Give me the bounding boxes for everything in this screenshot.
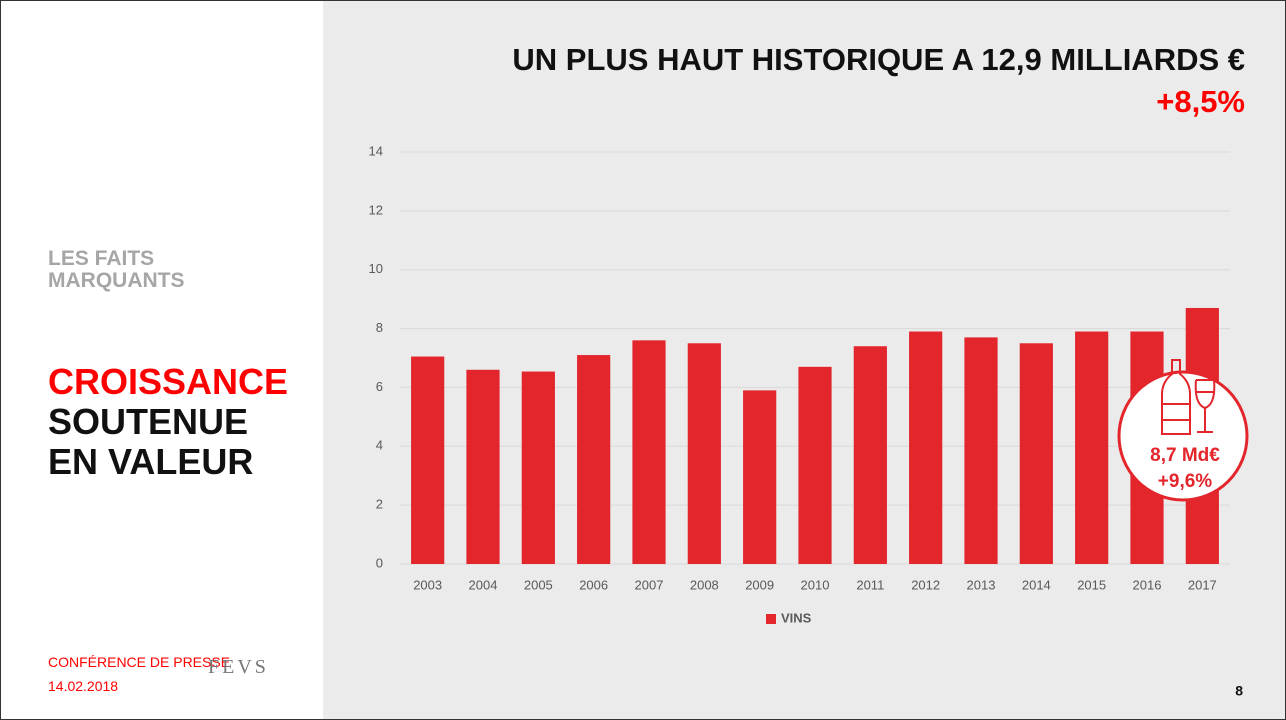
x-tick-label: 2009 bbox=[745, 577, 774, 592]
annotation: 8,7 Md€ bbox=[1150, 445, 1220, 466]
x-tick-label: 2014 bbox=[1022, 577, 1051, 592]
bar bbox=[909, 331, 943, 564]
headline-line: SOUTENUE bbox=[48, 401, 249, 442]
annotation-badge: 8,7 Md€ +9,6% bbox=[1117, 359, 1249, 502]
chart-subtitle: +8,5% bbox=[1156, 84, 1245, 119]
x-tick-label: 2015 bbox=[1077, 577, 1106, 592]
page-number: 8 bbox=[1235, 683, 1243, 699]
bar bbox=[743, 390, 777, 564]
event-name: CONFÉRENCE DE PRESSE bbox=[48, 654, 231, 670]
y-tick-label: 6 bbox=[376, 379, 383, 394]
badge-circle bbox=[1117, 370, 1249, 502]
x-tick-label: 2005 bbox=[524, 577, 553, 592]
x-tick-label: 2011 bbox=[856, 577, 884, 592]
x-tick-label: 2008 bbox=[690, 577, 719, 592]
y-tick-label: 4 bbox=[376, 438, 383, 453]
x-tick-label: 2006 bbox=[579, 577, 608, 592]
x-tick-label: 2010 bbox=[801, 577, 830, 592]
headline-line: EN VALEUR bbox=[48, 441, 254, 482]
annotation: +9,6% bbox=[1158, 471, 1213, 492]
chart-title: UN PLUS HAUT HISTORIQUE A 12,9 MILLIARDS… bbox=[512, 42, 1245, 77]
legend-label: VINS bbox=[781, 610, 812, 625]
glass-icon bbox=[1194, 379, 1216, 433]
x-tick-label: 2004 bbox=[469, 577, 498, 592]
y-tick-label: 0 bbox=[376, 555, 383, 570]
bar bbox=[411, 356, 445, 564]
headline-line: CROISSANCE bbox=[48, 361, 289, 402]
y-tick-label: 10 bbox=[369, 261, 383, 276]
y-tick-label: 12 bbox=[369, 202, 383, 217]
y-tick-label: 14 bbox=[369, 143, 383, 158]
bar bbox=[521, 371, 555, 564]
x-tick-label: 2012 bbox=[911, 577, 940, 592]
legend-swatch bbox=[766, 614, 776, 624]
bar bbox=[632, 340, 666, 564]
event-date: 14.02.2018 bbox=[48, 678, 119, 694]
section-label: LES FAITS MARQUANTS bbox=[48, 247, 185, 292]
x-tick-label: 2013 bbox=[967, 577, 996, 592]
x-tick-label: 2016 bbox=[1133, 577, 1162, 592]
event: CONFÉRENCE DE PRESSE 14.02.2018 bbox=[48, 650, 230, 698]
bar bbox=[577, 355, 611, 564]
bar bbox=[964, 337, 998, 564]
bottle-icon bbox=[1161, 359, 1191, 435]
logo: FEVS bbox=[208, 656, 269, 678]
chart-background bbox=[323, 0, 1286, 720]
sidebar: LES FAITS MARQUANTS CROISSANCE SOUTENUE … bbox=[0, 0, 323, 720]
x-tick-label: 2003 bbox=[413, 577, 442, 592]
y-tick-label: 8 bbox=[376, 320, 383, 335]
bar bbox=[1075, 331, 1109, 564]
y-tick-label: 2 bbox=[376, 497, 383, 512]
bar bbox=[853, 346, 887, 564]
x-tick-label: 2007 bbox=[635, 577, 664, 592]
bar bbox=[687, 343, 721, 564]
bar bbox=[1019, 343, 1053, 564]
x-tick-label: 2017 bbox=[1188, 577, 1217, 592]
bar bbox=[798, 366, 832, 564]
bar bbox=[466, 369, 500, 564]
headline: CROISSANCE SOUTENUE EN VALEUR bbox=[48, 362, 288, 482]
